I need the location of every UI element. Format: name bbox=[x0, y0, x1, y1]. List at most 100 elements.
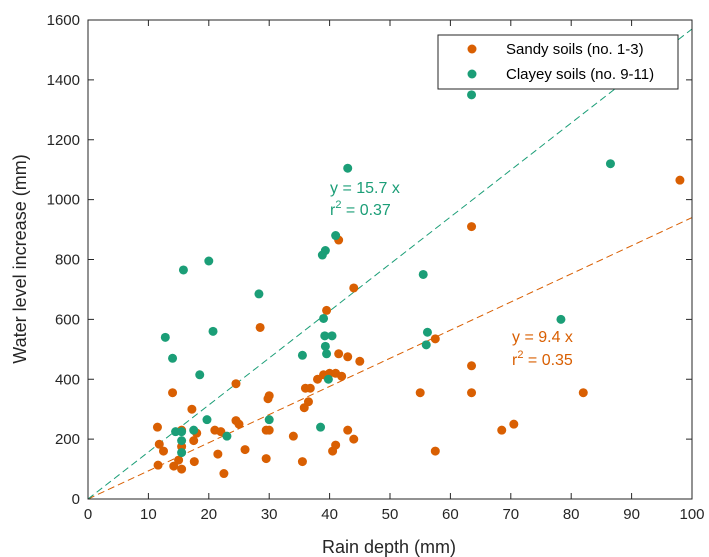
x-tick-label: 70 bbox=[502, 506, 519, 523]
data-point-sandy bbox=[169, 461, 179, 471]
data-point-clayey bbox=[320, 331, 330, 341]
data-point-clayey bbox=[177, 436, 187, 446]
series-clayey bbox=[160, 90, 615, 458]
x-tick-label: 40 bbox=[321, 506, 338, 523]
data-point-sandy bbox=[255, 322, 265, 332]
data-point-sandy bbox=[467, 361, 477, 371]
data-point-sandy bbox=[159, 446, 168, 456]
data-point-clayey bbox=[316, 422, 326, 432]
data-point-sandy bbox=[264, 425, 274, 435]
x-tick-label: 60 bbox=[442, 506, 459, 523]
data-point-sandy bbox=[153, 460, 163, 470]
data-point-sandy bbox=[152, 422, 162, 432]
y-tick-label: 1600 bbox=[47, 12, 80, 29]
data-point-clayey bbox=[189, 425, 199, 435]
data-point-sandy bbox=[337, 371, 347, 381]
x-tick-label: 80 bbox=[563, 506, 580, 523]
data-point-clayey bbox=[343, 163, 353, 173]
data-point-sandy bbox=[349, 434, 359, 444]
legend-label-clayey: Clayey soils (no. 9-11) bbox=[506, 66, 654, 83]
series-sandy bbox=[152, 175, 685, 479]
data-point-sandy bbox=[213, 449, 223, 459]
fit-line-sandy bbox=[87, 217, 693, 500]
data-point-sandy bbox=[297, 457, 307, 467]
data-point-sandy bbox=[261, 454, 271, 464]
data-point-sandy bbox=[430, 334, 440, 344]
y-axis-ticks: 0 200 400 600 800 1000 1200 1400 1600 bbox=[47, 12, 692, 508]
y-tick-label: 600 bbox=[55, 311, 80, 328]
data-point-sandy bbox=[322, 305, 332, 315]
data-point-sandy bbox=[467, 222, 477, 232]
data-point-sandy bbox=[509, 419, 519, 429]
data-point-sandy bbox=[675, 175, 685, 185]
y-tick-label: 1400 bbox=[47, 72, 80, 89]
x-tick-label: 20 bbox=[200, 506, 217, 523]
data-point-clayey bbox=[264, 415, 274, 425]
data-point-sandy bbox=[234, 419, 244, 429]
data-point-sandy bbox=[231, 379, 241, 389]
data-point-sandy bbox=[331, 440, 341, 450]
data-point-clayey bbox=[327, 331, 337, 341]
data-point-clayey bbox=[160, 332, 170, 342]
fit-lines bbox=[87, 28, 693, 500]
data-point-sandy bbox=[189, 457, 199, 467]
data-point-clayey bbox=[605, 159, 615, 169]
y-axis-label: Water level increase (mm) bbox=[10, 154, 30, 363]
data-point-clayey bbox=[178, 265, 188, 275]
x-tick-label: 50 bbox=[382, 506, 399, 523]
y-tick-label: 200 bbox=[55, 431, 80, 448]
data-point-sandy bbox=[189, 436, 199, 446]
data-point-sandy bbox=[355, 356, 365, 366]
annotation-sandy-r2: r2 = 0.35 bbox=[512, 349, 573, 369]
y-tick-label: 400 bbox=[55, 371, 80, 388]
x-tick-label: 10 bbox=[140, 506, 157, 523]
x-tick-label: 100 bbox=[679, 506, 704, 523]
data-point-sandy bbox=[430, 446, 440, 456]
annotation-clayey: y = 15.7 x r2 = 0.37 bbox=[330, 180, 400, 219]
data-point-clayey bbox=[204, 256, 214, 266]
data-point-clayey bbox=[418, 269, 428, 279]
data-point-sandy bbox=[343, 425, 353, 435]
data-point-sandy bbox=[305, 383, 315, 393]
data-point-sandy bbox=[288, 431, 298, 441]
x-axis-ticks: 0 10 20 30 40 50 60 70 80 90 100 bbox=[84, 20, 705, 523]
data-point-clayey bbox=[177, 427, 187, 437]
legend: Sandy soils (no. 1-3) Clayey soils (no. … bbox=[437, 34, 679, 90]
data-points bbox=[152, 90, 685, 479]
data-point-sandy bbox=[415, 388, 425, 398]
data-point-sandy bbox=[187, 404, 197, 414]
data-point-sandy bbox=[219, 469, 229, 479]
data-point-sandy bbox=[467, 388, 477, 398]
y-tick-label: 800 bbox=[55, 252, 80, 269]
legend-marker-clayey bbox=[467, 69, 477, 79]
annotation-clayey-equation: y = 15.7 x bbox=[330, 180, 400, 197]
data-point-clayey bbox=[421, 340, 431, 350]
data-point-sandy bbox=[497, 425, 507, 435]
annotation-sandy-equation: y = 9.4 x bbox=[512, 329, 573, 346]
y-tick-label: 0 bbox=[72, 491, 80, 508]
data-point-clayey bbox=[168, 353, 178, 363]
x-tick-label: 90 bbox=[623, 506, 640, 523]
data-point-clayey bbox=[202, 415, 212, 425]
data-point-clayey bbox=[195, 370, 205, 380]
data-point-clayey bbox=[320, 341, 330, 351]
data-point-clayey bbox=[556, 314, 566, 324]
legend-label-sandy: Sandy soils (no. 1-3) bbox=[506, 41, 644, 58]
data-point-sandy bbox=[240, 445, 250, 455]
data-point-sandy bbox=[303, 397, 313, 407]
data-point-sandy bbox=[177, 464, 187, 474]
annotation-sandy: y = 9.4 x r2 = 0.35 bbox=[512, 329, 573, 369]
data-point-sandy bbox=[343, 352, 353, 362]
data-point-clayey bbox=[254, 289, 264, 299]
annotation-clayey-r2: r2 = 0.37 bbox=[330, 199, 391, 219]
legend-marker-sandy bbox=[467, 44, 477, 54]
data-point-sandy bbox=[578, 388, 588, 398]
data-point-clayey bbox=[331, 231, 341, 241]
x-axis-label: Rain depth (mm) bbox=[322, 537, 456, 557]
data-point-clayey bbox=[467, 90, 477, 100]
data-point-clayey bbox=[222, 431, 232, 441]
data-point-sandy bbox=[334, 349, 344, 359]
data-point-clayey bbox=[297, 350, 307, 360]
data-point-sandy bbox=[168, 388, 178, 398]
